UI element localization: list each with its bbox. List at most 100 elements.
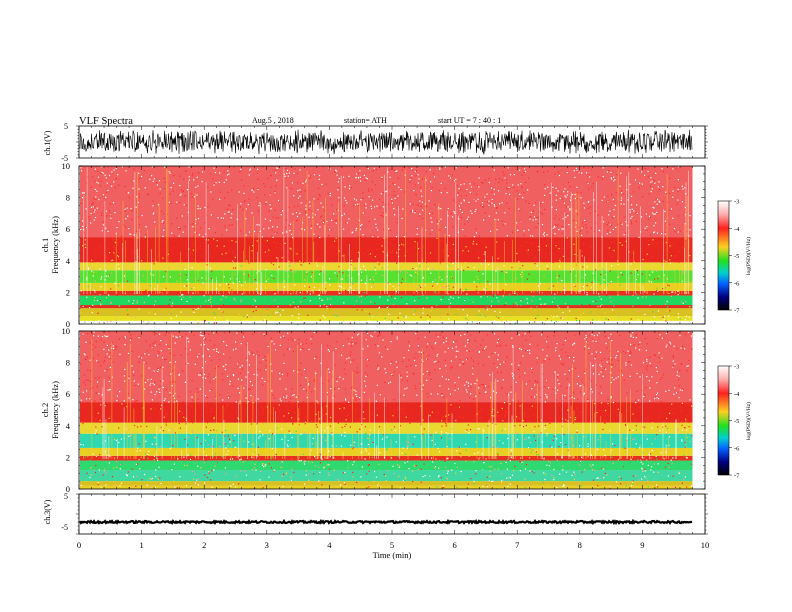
ch1-spectrogram-pixel — [536, 217, 538, 219]
ch1-spectrogram-pixel — [605, 318, 607, 320]
ch2-spectrogram-pixel — [152, 382, 154, 384]
ch1-spectrogram-pixel — [329, 192, 331, 195]
ch1-spectrogram-pixel — [157, 204, 160, 206]
ch2-spectrogram-pixel — [567, 378, 569, 380]
ch1-spectrogram-pixel — [498, 317, 500, 319]
ch1-spectrogram-pixel — [662, 243, 664, 245]
ch2-spectrogram-pixel — [589, 409, 591, 411]
ch1-spectrogram-pixel — [310, 276, 312, 278]
ch2-spectrogram-pixel — [668, 466, 670, 468]
ch1-spectrogram-pixel — [393, 194, 395, 196]
ch1-spectrogram-pixel — [161, 210, 163, 212]
ch2-spectrogram-pixel — [641, 468, 643, 470]
ch1-spectrogram-pixel — [367, 320, 369, 322]
ch1-spectrogram-pixel — [558, 248, 560, 250]
ch1-spectrogram-pixel — [463, 199, 465, 201]
ch1-spectrogram-pixel — [651, 257, 654, 259]
ch2-spectrogram-pixel — [208, 373, 210, 375]
ch1-spectrogram-pixel — [590, 322, 592, 324]
ch2-spectrogram-pixel — [472, 419, 474, 421]
ch1-spectrogram-pixel — [430, 310, 432, 312]
ch2-spectrogram-pixel — [583, 436, 585, 438]
ch2-spectrogram-pixel — [329, 416, 332, 419]
ch1-spectrogram-pixel — [537, 321, 539, 323]
ch1-spectrogram-pixel — [602, 167, 604, 169]
ch1-spectrogram-pixel — [609, 296, 611, 298]
ch1-spectrogram-pixel — [281, 248, 283, 250]
ch2-spectrogram-pixel — [501, 480, 503, 482]
ch2-spectrogram-pixel — [608, 358, 610, 360]
ch2-spectrogram-pixel — [417, 345, 419, 347]
ch1-spectrogram-pixel — [532, 219, 534, 221]
ch1-spectrogram-pixel — [90, 222, 92, 224]
ch1-spectrogram-pixel — [153, 263, 155, 265]
ch2-spectrogram-pixel — [646, 365, 649, 367]
ch1-spectrogram-pixel — [517, 311, 519, 313]
ch1-spectrogram-pixel — [308, 263, 311, 265]
ch1-spectrogram-pixel — [394, 184, 396, 186]
ch2-spectrogram-pixel — [344, 483, 346, 485]
ch1-spectrogram-pixel — [360, 301, 363, 303]
ch1-spectrogram-pixel — [81, 192, 83, 194]
ch2-spectrogram-pixel — [618, 476, 620, 478]
ch1-spectrogram-pixel — [359, 228, 362, 230]
ch2-spectrogram-pixel — [149, 384, 151, 386]
ch2-spectrogram-pixel — [385, 427, 387, 429]
ch1-spectrogram-pixel — [151, 175, 153, 177]
ch1-spectrogram-pixel — [199, 305, 202, 307]
ch2-spectrogram-pixel — [642, 451, 644, 454]
ch1-spectrogram-pixel — [413, 190, 415, 192]
ch2-spectrogram-pixel — [560, 385, 562, 387]
ch2-spectrogram-pixel — [645, 387, 647, 389]
ch1-spectrogram-pixel — [495, 212, 497, 214]
ch2-spectrogram-pixel — [92, 387, 94, 389]
ch1-spectrogram-pixel — [362, 197, 364, 199]
ch1-spectrogram-pixel — [358, 204, 360, 207]
ch2-spectrogram-pixel — [506, 477, 508, 479]
ch2-spectrogram-pixel — [96, 433, 98, 435]
ch2-spectrogram-pixel — [479, 410, 481, 413]
ch1-spectrogram-pixel — [608, 247, 610, 249]
ch1-spectrogram-pixel — [557, 306, 559, 308]
ch2-spectrogram-pixel — [347, 467, 349, 469]
ch1-spectrogram-pixel — [383, 237, 385, 239]
ch1-spectrogram-pixel — [586, 266, 588, 268]
ch2-spectrogram-pixel — [281, 438, 283, 440]
ch1-spectrogram-pixel — [216, 280, 218, 282]
ch2-spectrogram-pixel — [185, 333, 187, 335]
ch2-spectrogram-pixel — [534, 426, 536, 428]
ch1-spectrogram-pixel — [365, 177, 367, 179]
ch2-spectrogram-pixel — [87, 379, 89, 381]
ch1-spectrogram-pixel — [280, 214, 282, 216]
ch1-spectrogram-pixel — [505, 320, 508, 322]
ch2-spectrogram-pixel — [240, 463, 242, 465]
ch2-spectrogram-pixel — [398, 466, 400, 468]
ch1-spectrogram-pixel — [555, 187, 557, 189]
ch1-spectrogram-pixel — [558, 174, 560, 177]
ch2-spectrogram-pixel — [238, 392, 241, 394]
ch2-spectrogram-pixel — [545, 379, 547, 381]
ch2-spectrogram-pixel — [470, 486, 472, 488]
ch1-spectrogram-pixel — [418, 285, 420, 287]
ch1-spectrogram-pixel — [508, 208, 510, 210]
ch2-spectrogram-pixel — [455, 472, 457, 474]
ch1-spectrogram-pixel — [546, 318, 548, 320]
ch1-spectrogram-pixel — [286, 172, 288, 175]
ch1-spectrogram-pixel — [306, 200, 308, 202]
ch1-spectrogram-pixel — [551, 185, 553, 187]
ch1-spectrogram-pixel — [431, 186, 433, 188]
ch2-spectrogram-pixel — [378, 426, 381, 428]
ch2-spectrogram-pixel — [474, 383, 476, 385]
ch1-spectrogram-pixel — [334, 240, 336, 242]
ch1-spectrogram-pixel — [596, 240, 598, 242]
ch1-spectrogram-pixel — [97, 312, 99, 314]
ch2-spectrogram-pixel — [635, 443, 637, 445]
ch2-spectrogram-pixel — [646, 358, 648, 361]
ch1-spectrogram-pixel — [297, 257, 299, 259]
ch1-spectrogram-pixel — [173, 182, 175, 184]
ch2-spectrogram-pixel — [119, 468, 121, 470]
ch1-spectrogram-band — [80, 237, 693, 263]
ch1-spectrogram-pixel — [329, 168, 331, 170]
ch1-spectrogram-pixel — [475, 290, 477, 292]
ch2-spectrogram-pixel — [654, 398, 656, 400]
